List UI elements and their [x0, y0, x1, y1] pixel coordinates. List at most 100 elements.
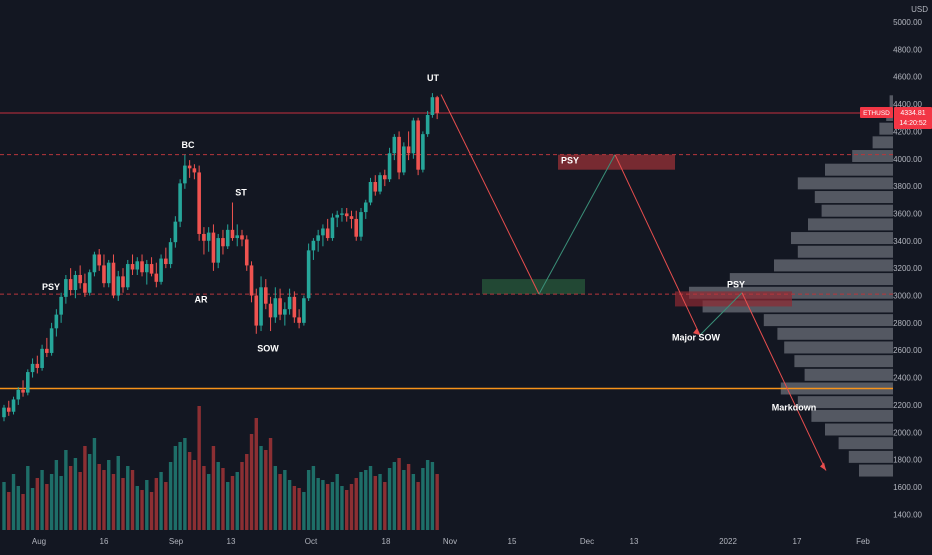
- symbol-label: ETHUSD: [863, 110, 890, 117]
- y-tick-label: 2200.00: [893, 401, 922, 410]
- volume-bar: [359, 472, 363, 530]
- x-tick-label: 17: [793, 537, 802, 546]
- profile-bar: [821, 204, 893, 217]
- last-price-badge[interactable]: [894, 106, 932, 129]
- y-tick-label: 4400.00: [893, 100, 922, 109]
- demand-zone: [482, 279, 585, 295]
- volume-bar: [330, 482, 335, 530]
- candle-body: [26, 372, 30, 393]
- profile-bar: [774, 259, 893, 272]
- volume-bar: [140, 490, 144, 530]
- y-tick-label: 1400.00: [893, 510, 922, 519]
- volume-profile: [689, 95, 893, 477]
- candle-body: [97, 254, 101, 266]
- candle-body: [35, 363, 40, 368]
- volume-bar: [16, 486, 20, 530]
- candle-body: [140, 261, 144, 273]
- profile-bar: [872, 136, 893, 149]
- candle-body: [102, 265, 106, 284]
- candle-body: [392, 136, 397, 154]
- volume-bar: [164, 482, 168, 530]
- candle-body: [344, 213, 349, 217]
- profile-bar: [814, 191, 893, 204]
- candle-body: [325, 228, 330, 239]
- x-tick-label: 13: [630, 537, 639, 546]
- annotation-layer: PSY BC AR ST SOW UT PSY Major SOW PSY Markdown: [42, 73, 816, 413]
- candle-body: [354, 218, 359, 237]
- candle-body: [283, 309, 287, 315]
- profile-bar: [879, 122, 893, 135]
- candle-body: [164, 258, 168, 265]
- candle-body: [297, 317, 301, 323]
- candle-body: [425, 114, 430, 135]
- y-tick-label: 4800.00: [893, 45, 922, 54]
- volume-bar: [154, 478, 159, 530]
- profile-bar: [797, 396, 893, 409]
- volume-bar: [278, 474, 282, 530]
- volume-bar: [397, 458, 401, 530]
- volume-bar: [68, 466, 73, 530]
- volume-bar: [35, 478, 40, 530]
- volume-bar: [83, 446, 87, 530]
- candle-body: [49, 328, 54, 353]
- volume-bar: [97, 464, 101, 530]
- candle-body: [40, 348, 44, 368]
- volume-bar: [226, 482, 230, 530]
- candle-body: [168, 242, 173, 265]
- candle-body: [406, 146, 411, 154]
- candle-body: [192, 168, 197, 173]
- volume-bar: [364, 470, 368, 530]
- candle-body: [292, 296, 297, 318]
- volume-bar: [216, 462, 220, 530]
- candle-body: [373, 181, 378, 192]
- volume-bar: [111, 474, 116, 530]
- candle-body: [287, 296, 292, 310]
- profile-bar: [825, 163, 893, 176]
- candle-body: [78, 274, 82, 284]
- candle-body: [135, 261, 140, 270]
- label-ut: UT: [427, 73, 439, 83]
- volume-bar: [264, 450, 268, 530]
- candle-body: [311, 240, 316, 251]
- x-tick-label: 16: [100, 537, 109, 546]
- candle-body: [149, 264, 154, 274]
- volume-bar: [26, 466, 30, 530]
- price-axis: [893, 0, 932, 550]
- volume-bar: [221, 468, 225, 530]
- x-tick-label: 15: [508, 537, 517, 546]
- volume-bar: [383, 482, 387, 530]
- volume-bar: [402, 470, 406, 530]
- y-tick-label: 4000.00: [893, 155, 922, 164]
- projection-arrowhead: [820, 462, 826, 471]
- candle-body: [87, 272, 92, 293]
- volume-bar: [11, 474, 16, 530]
- candle-body: [202, 233, 206, 241]
- x-tick-label: Nov: [443, 537, 457, 546]
- profile-bar: [889, 95, 893, 108]
- y-tick-label: 4200.00: [893, 127, 922, 136]
- volume-bar: [40, 470, 44, 530]
- volume-bar: [54, 460, 59, 530]
- candle-body: [254, 295, 259, 326]
- candle-body: [349, 216, 354, 219]
- profile-bar: [811, 409, 893, 422]
- candle-body: [397, 136, 401, 173]
- volume-bar: [235, 472, 239, 530]
- candle-body: [64, 279, 68, 297]
- candle-body: [116, 276, 121, 296]
- candle-body: [363, 202, 368, 213]
- candle-body: [316, 235, 320, 241]
- volume-bar: [78, 472, 82, 530]
- candle-body: [68, 279, 73, 291]
- x-tick-label: Oct: [305, 537, 318, 546]
- candle-body: [302, 298, 306, 323]
- level-layer: [0, 112, 893, 390]
- volume-bar: [368, 466, 373, 530]
- volume-bar: [87, 454, 92, 530]
- profile-bar: [797, 245, 893, 258]
- volume-bar: [92, 438, 97, 530]
- volume-bar: [406, 464, 411, 530]
- y-tick-label: 4600.00: [893, 73, 922, 82]
